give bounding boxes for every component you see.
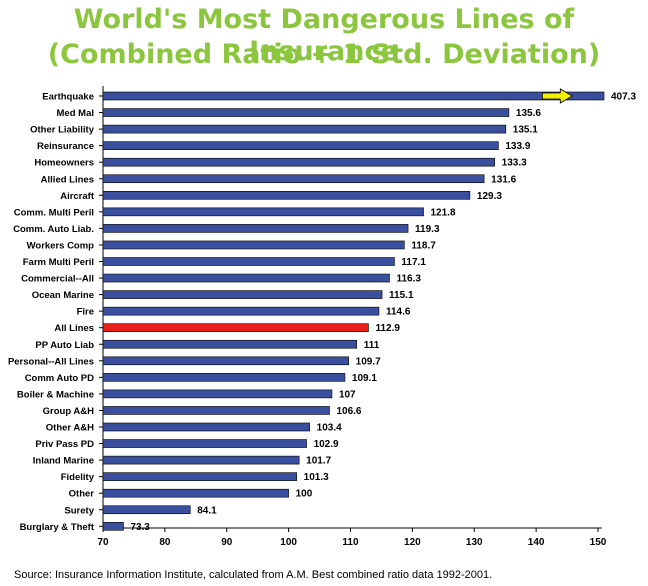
- category-label: Other Liability: [30, 125, 95, 136]
- bar: [102, 207, 424, 217]
- value-label: 103.4: [317, 423, 342, 434]
- category-label: Comm. Multi Peril: [14, 207, 94, 218]
- value-label: 133.3: [502, 158, 527, 169]
- bar: [102, 488, 289, 498]
- bar: [102, 273, 390, 283]
- value-label: 407.3: [611, 92, 636, 103]
- bar: [102, 356, 349, 366]
- bar: [102, 124, 507, 134]
- bar: [102, 306, 380, 316]
- value-label: 101.7: [306, 456, 331, 467]
- value-label: 84.1: [197, 505, 217, 516]
- x-tick-label: 100: [280, 537, 297, 548]
- bar: [102, 174, 485, 184]
- value-label: 114.6: [386, 307, 411, 318]
- bar: [102, 406, 330, 415]
- value-label: 109.7: [356, 356, 381, 367]
- x-tick-label: 90: [221, 537, 233, 548]
- bar: [102, 422, 310, 432]
- value-label: 133.9: [505, 141, 530, 152]
- value-label: 116.3: [396, 274, 421, 285]
- value-label: 101.3: [304, 472, 329, 483]
- bar: [102, 240, 405, 250]
- category-label: Allied Lines: [41, 174, 94, 185]
- value-label: 109.1: [352, 373, 377, 384]
- category-label: Workers Comp: [27, 240, 95, 251]
- value-label: 129.3: [477, 191, 502, 202]
- category-label: Reinsurance: [37, 141, 94, 152]
- category-label: Commercial--All: [21, 274, 94, 285]
- category-label: Homeowners: [34, 158, 94, 169]
- bar: [102, 339, 357, 349]
- category-label: Ocean Marine: [32, 290, 94, 301]
- bar: [102, 439, 307, 448]
- x-tick-label: 150: [590, 537, 607, 548]
- bar: [102, 521, 124, 531]
- category-label: Comm. Auto Liab.: [13, 224, 94, 235]
- value-label: 100: [296, 489, 313, 500]
- x-tick-label: 120: [404, 537, 421, 548]
- category-label: Priv Pass PD: [35, 439, 94, 450]
- value-label: 118.7: [411, 240, 436, 251]
- x-tick-label: 130: [466, 537, 483, 548]
- truncation-arrow: [541, 88, 574, 104]
- bar: [102, 141, 499, 150]
- category-label: Fidelity: [61, 472, 95, 483]
- value-label: 107: [339, 389, 356, 400]
- x-tick-label: 70: [97, 537, 109, 548]
- value-label: 112.9: [375, 323, 400, 334]
- category-label: Burglary & Theft: [20, 522, 95, 533]
- category-label: Fire: [77, 307, 94, 318]
- bar: [102, 191, 471, 200]
- category-label: Aircraft: [60, 191, 95, 202]
- value-label: 121.8: [431, 207, 456, 218]
- bar: [102, 472, 297, 481]
- category-label: Group A&H: [43, 406, 95, 417]
- bar: [102, 290, 383, 299]
- bar: [102, 91, 605, 101]
- chart-title: World's Most Dangerous Lines of Insuranc…: [73, 4, 575, 67]
- bar: [102, 373, 346, 382]
- bar: [102, 157, 495, 167]
- value-label: 119.3: [415, 224, 440, 235]
- bar: [102, 257, 395, 266]
- value-label: 111: [364, 340, 380, 351]
- category-label: Other A&H: [46, 423, 94, 434]
- value-label: 73.3: [130, 522, 150, 533]
- x-tick-label: 110: [342, 537, 359, 548]
- category-label: Inland Marine: [33, 456, 94, 467]
- bar: [102, 505, 191, 515]
- category-label: Other: [69, 489, 95, 500]
- bar: [102, 455, 300, 465]
- bar: [102, 108, 510, 117]
- value-label: 117.1: [401, 257, 426, 268]
- category-label: Med Mal: [57, 108, 94, 119]
- x-tick-label: 140: [528, 537, 545, 548]
- value-label: 102.9: [314, 439, 339, 450]
- bar: [102, 224, 409, 233]
- source-note: Source: Insurance Information Institute,…: [14, 569, 493, 581]
- value-label: 115.1: [389, 290, 414, 301]
- chart-subtitle: (Combined Ratio + 1 Std. Deviation): [47, 39, 601, 70]
- category-label: PP Auto Liab: [35, 340, 94, 351]
- value-label: 135.6: [516, 108, 541, 119]
- category-label: Farm Multi Peril: [23, 257, 94, 268]
- bar: [102, 323, 369, 333]
- category-label: Personal--All Lines: [8, 356, 94, 367]
- category-label: Comm Auto PD: [25, 373, 94, 384]
- value-label: 131.6: [491, 174, 516, 185]
- x-tick-label: 80: [159, 537, 171, 548]
- category-label: Surety: [64, 505, 94, 516]
- category-label: All Lines: [54, 323, 94, 334]
- value-label: 135.1: [513, 125, 538, 136]
- bar: [102, 389, 333, 399]
- category-label: Earthquake: [42, 92, 94, 103]
- category-label: Boiler & Machine: [17, 389, 94, 400]
- value-label: 106.6: [336, 406, 361, 417]
